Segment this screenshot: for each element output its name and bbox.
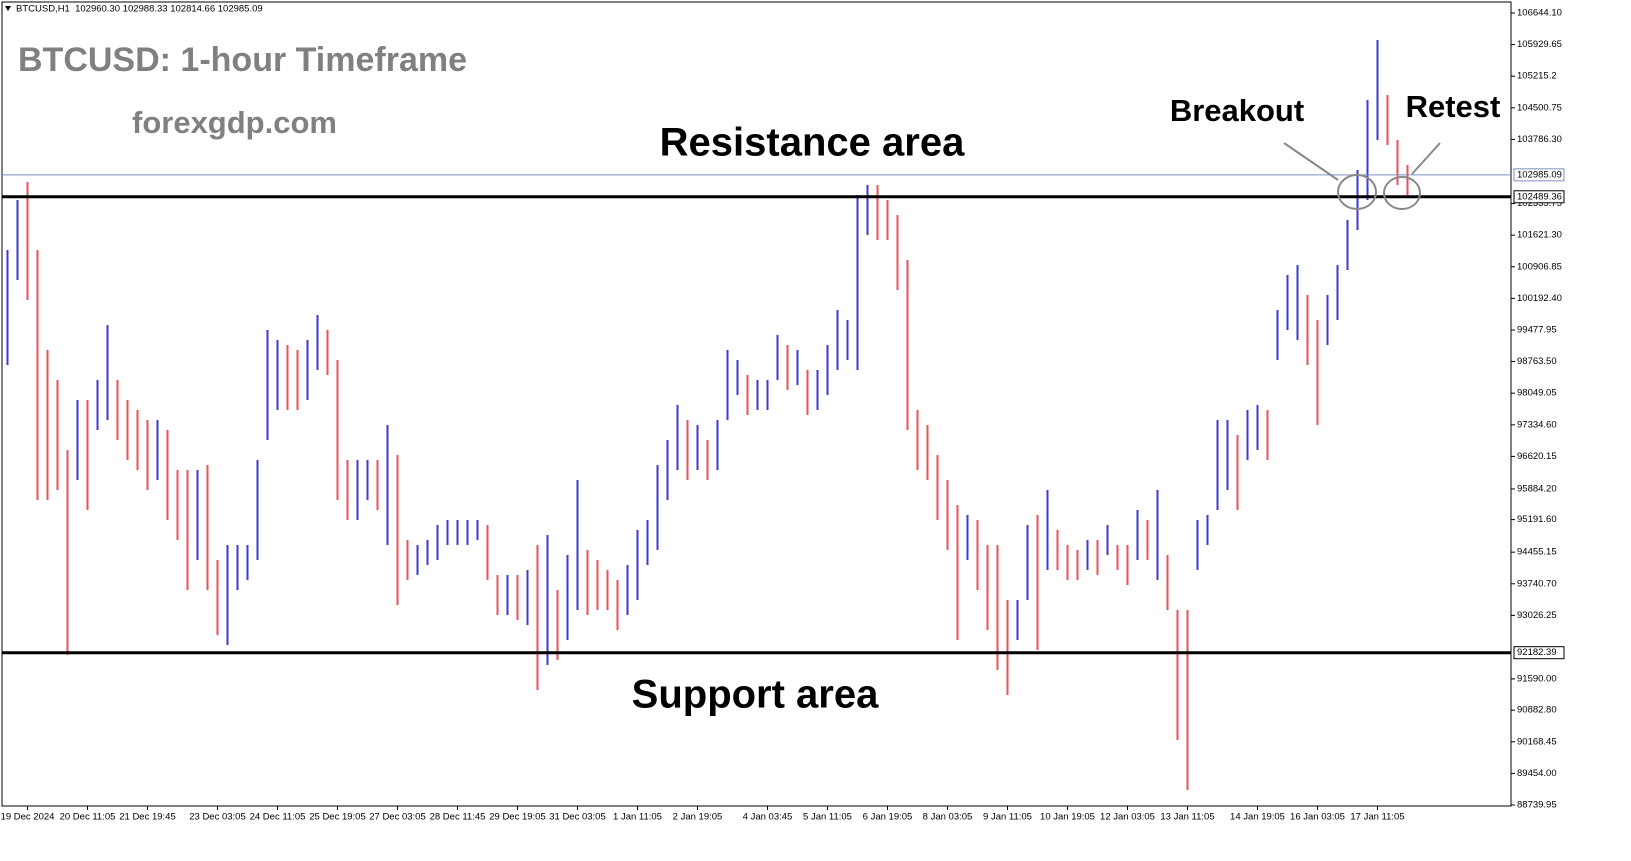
y-tick-label: 97334.60 — [1517, 419, 1557, 430]
y-tick-label: 100906.85 — [1517, 261, 1562, 272]
y-tick-label: 102335.75 — [1517, 198, 1562, 209]
x-tick-label: 17 Jan 11:05 — [1350, 812, 1404, 823]
menu-icon — [5, 6, 11, 11]
y-tick-label: 95191.60 — [1517, 514, 1557, 525]
price-label-box — [1513, 646, 1565, 660]
x-tick-label: 24 Dec 11:05 — [250, 812, 306, 823]
price-label: 102985.09 — [1517, 169, 1562, 180]
x-tick-label: 27 Dec 03:05 — [369, 812, 426, 823]
y-tick-label: 90882.80 — [1517, 705, 1557, 716]
support-label: Support area — [632, 673, 879, 717]
price-label: 92182.39 — [1517, 647, 1557, 658]
y-tick-label: 106644.10 — [1517, 8, 1562, 19]
x-tick-label: 28 Dec 11:45 — [430, 812, 486, 823]
y-tick-label: 96620.15 — [1517, 451, 1557, 462]
y-tick-label: 105929.65 — [1517, 39, 1562, 50]
x-tick-label: 1 Jan 11:05 — [613, 812, 662, 823]
y-tick-label: 95884.20 — [1517, 483, 1557, 494]
y-tick-label: 100192.40 — [1517, 293, 1562, 304]
y-tick-label: 98763.50 — [1517, 356, 1557, 367]
x-tick-label: 2 Jan 19:05 — [673, 812, 723, 823]
y-tick-label: 93026.25 — [1517, 610, 1557, 621]
x-tick-label: 13 Jan 11:05 — [1160, 812, 1214, 823]
retest-circle — [1383, 176, 1421, 210]
y-tick-label: 98049.05 — [1517, 388, 1557, 399]
x-tick-label: 29 Dec 19:05 — [489, 812, 546, 823]
y-tick-label: 101621.30 — [1517, 230, 1562, 241]
x-tick-label: 20 Dec 11:05 — [60, 812, 116, 823]
y-tick-label: 89454.00 — [1517, 768, 1557, 779]
y-tick-label: 99477.95 — [1517, 325, 1557, 336]
price-label-box — [1513, 168, 1565, 182]
x-tick-label: 8 Jan 03:05 — [923, 812, 973, 823]
y-tick-label: 88739.95 — [1517, 800, 1557, 811]
retest-label: Retest — [1406, 89, 1501, 124]
x-tick-label: 10 Jan 19:05 — [1040, 812, 1095, 823]
price-label-box — [1513, 190, 1565, 204]
y-tick-label: 104500.75 — [1517, 102, 1562, 113]
arrow — [1411, 142, 1441, 175]
subtitle: forexgdp.com — [132, 105, 337, 140]
y-tick-label: 93740.70 — [1517, 578, 1557, 589]
x-tick-label: 23 Dec 03:05 — [189, 812, 246, 823]
arrow — [1283, 142, 1339, 181]
y-tick-label: 103786.30 — [1517, 134, 1562, 145]
y-tick-label: 105215.2 — [1517, 71, 1557, 82]
x-tick-label: 16 Jan 03:05 — [1290, 812, 1345, 823]
y-tick-label: 91590.00 — [1517, 673, 1557, 684]
y-tick-label: 94455.15 — [1517, 547, 1557, 558]
header: BTCUSD,H1 102960.30 102988.33 102814.66 … — [16, 4, 263, 15]
x-tick-label: 9 Jan 11:05 — [983, 812, 1032, 823]
breakout-label: Breakout — [1170, 93, 1304, 128]
price-label: 102489.36 — [1517, 191, 1562, 202]
annotation-shapes — [1283, 142, 1441, 210]
y-tick-label: 90168.45 — [1517, 736, 1557, 747]
resistance-label: Resistance area — [660, 121, 965, 165]
x-tick-label: 6 Jan 19:05 — [863, 812, 913, 823]
chart-title: BTCUSD: 1-hour Timeframe — [18, 41, 467, 79]
x-tick-label: 21 Dec 19:45 — [119, 812, 176, 823]
x-tick-label: 5 Jan 11:05 — [803, 812, 852, 823]
x-tick-label: 19 Dec 2024 — [1, 812, 55, 823]
x-tick-label: 14 Jan 19:05 — [1230, 812, 1285, 823]
x-tick-label: 31 Dec 03:05 — [549, 812, 606, 823]
x-tick-label: 12 Jan 03:05 — [1100, 812, 1155, 823]
x-tick-label: 25 Dec 19:05 — [309, 812, 366, 823]
breakout-circle — [1337, 174, 1377, 210]
x-tick-label: 4 Jan 03:45 — [743, 812, 793, 823]
